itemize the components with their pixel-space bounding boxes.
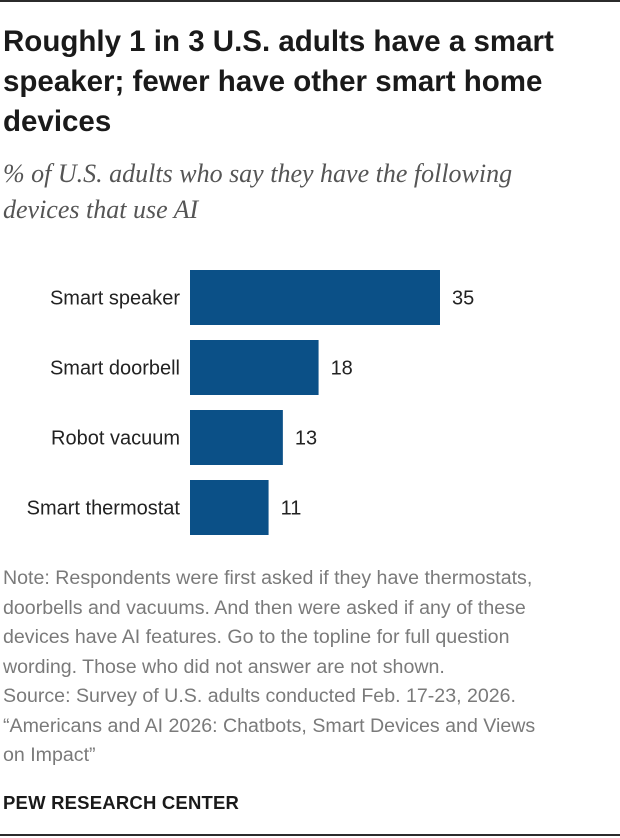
value-label: 18 (331, 358, 353, 380)
source-line: “Americans and AI 2026: Chatbots, Smart … (3, 714, 536, 737)
note-line: devices have AI features. Go to the topl… (3, 626, 510, 648)
brand-logo-text: PEW RESEARCH CENTER (3, 792, 240, 813)
note-line: Note: Respondents were first asked if th… (3, 567, 533, 589)
bar-chart: Smart speaker 35 Smart doorbell 18 Robot vac… (0, 262, 620, 547)
note-line: wording. Those who did not answer are no… (3, 655, 445, 678)
bar (190, 480, 269, 535)
chart-note: Note: Respondents were first asked if th… (3, 564, 620, 771)
chart-title: Roughly 1 in 3 U.S. adults have a smart … (3, 22, 618, 142)
subtitle-line: % of U.S. adults who say they have the f… (3, 159, 513, 188)
value-label: 35 (452, 288, 474, 310)
title-line: speaker; fewer have other smart home (3, 65, 543, 98)
subtitle-line: devices that use AI (3, 195, 199, 224)
value-label: 13 (295, 428, 317, 450)
bottom-rule (0, 834, 620, 836)
title-line: devices (3, 105, 112, 138)
title-line: Roughly 1 in 3 U.S. adults have a smart (3, 25, 554, 58)
bar (190, 410, 283, 465)
note-line: doorbells and vacuums. And then were ask… (3, 596, 526, 619)
category-label: Robot vacuum (51, 428, 180, 450)
category-label: Smart doorbell (50, 358, 180, 380)
value-label: 11 (281, 498, 302, 520)
bar-chart-svg: Smart speaker 35 Smart doorbell 18 Robot vac… (27, 270, 474, 535)
category-label: Smart speaker (50, 288, 180, 310)
top-rule (0, 0, 620, 2)
bar (190, 270, 440, 325)
source-line: on Impact” (3, 744, 96, 766)
chart-subtitle: % of U.S. adults who say they have the f… (3, 156, 618, 228)
category-label: Smart thermostat (27, 498, 181, 520)
source-line: Source: Survey of U.S. adults conducted … (3, 685, 517, 707)
bar (190, 340, 319, 395)
